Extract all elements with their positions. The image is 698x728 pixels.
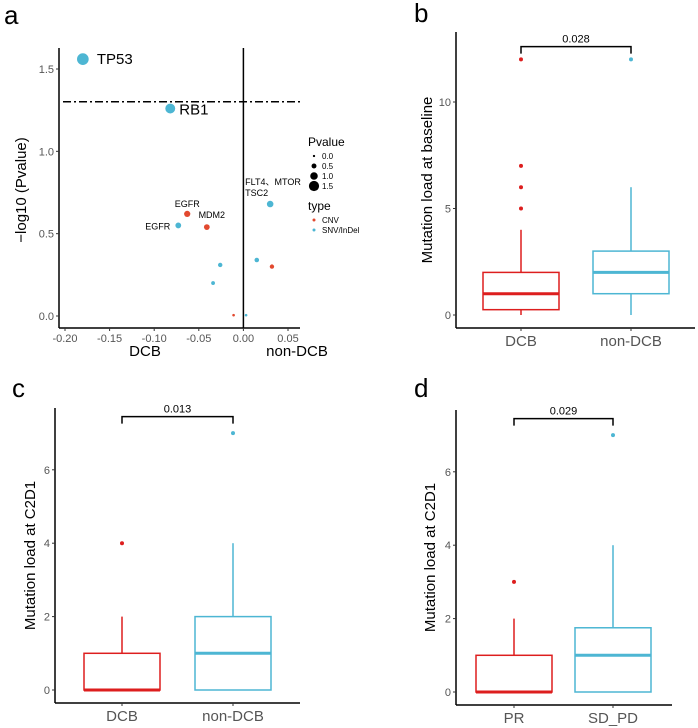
x-tick-label-a: -0.15 [97, 333, 122, 345]
y-tick-label-b: 0 [445, 310, 451, 322]
x-tick-label-a: -0.20 [52, 333, 77, 345]
data-point [77, 53, 89, 65]
point-label: TP53 [97, 51, 133, 68]
panel-label-b: b [414, 0, 428, 28]
y-tick-label-c: 4 [44, 538, 50, 550]
y-tick-label-d: 4 [445, 540, 451, 552]
outlier-point [519, 57, 523, 62]
data-point [203, 224, 210, 230]
panel-label-c: c [12, 373, 25, 403]
y-tick-label-d: 6 [445, 467, 451, 479]
y-tick-label-d: 0 [445, 687, 451, 699]
point-label: MDM2 [199, 210, 226, 220]
x-tick-label-d: SD_PD [588, 710, 638, 727]
y-tick-label-a: 0.0 [39, 311, 54, 323]
x-tick-label-b: DCB [505, 333, 537, 350]
y-tick-label-a: 0.5 [39, 229, 54, 241]
significance-bracket [513, 417, 614, 426]
data-point [244, 313, 248, 317]
significance-bracket [121, 415, 234, 424]
y-axis-title-b: Mutation load at baseline [419, 97, 436, 264]
legend-size-label: 0.5 [322, 162, 334, 171]
y-axis-title-d: Mutation load at C2D1 [422, 483, 439, 632]
outlier-point [629, 57, 633, 62]
y-axis-title-a: −log10 (Pvalue) [13, 137, 30, 242]
x-tick-label-c: non-DCB [202, 708, 264, 725]
p-value-label: 0.028 [562, 34, 590, 46]
data-point [232, 313, 235, 317]
legend-size-key [312, 154, 316, 158]
data-point [211, 281, 215, 285]
outlier-point [611, 433, 615, 438]
box-DCB [83, 652, 161, 691]
data-point [254, 257, 260, 263]
legend-size-label: 1.0 [322, 172, 334, 181]
point-label: EGFR [175, 199, 201, 209]
x-tick-label-a: 0.00 [233, 333, 254, 345]
x-tick-label-c: DCB [106, 708, 138, 725]
y-axis-title-c: Mutation load at C2D1 [22, 481, 39, 630]
data-point [175, 222, 182, 229]
x-tick-label-a: -0.05 [186, 333, 211, 345]
legend-size-title: Pvalue [308, 135, 345, 149]
point-label-line: FLT4、MTOR [245, 177, 301, 187]
point-label-line: TSC2 [245, 188, 268, 198]
data-point [184, 210, 191, 218]
outlier-point [519, 206, 523, 211]
legend-size-key [308, 180, 320, 192]
x-axis-title-left: DCB [129, 343, 161, 360]
legend-size-label: 0.0 [322, 152, 334, 161]
legend-color-label: CNV [322, 216, 340, 225]
x-axis-title-right: non-DCB [266, 343, 328, 360]
x-tick-label-b: non-DCB [600, 333, 662, 350]
point-label: RB1 [179, 102, 208, 119]
outlier-point [519, 185, 523, 190]
box-SD_PD [574, 627, 652, 693]
y-tick-label-d: 2 [445, 614, 451, 626]
legend-color-key [312, 218, 316, 222]
y-tick-label-b: 10 [439, 97, 451, 109]
y-tick-label-c: 6 [44, 465, 50, 477]
y-tick-label-c: 0 [44, 685, 50, 697]
point-label: FLT4、MTOR TSC2 [245, 177, 301, 198]
p-value-label: 0.013 [164, 404, 192, 416]
point-label: EGFR [145, 221, 171, 231]
legend-size-key [310, 172, 318, 180]
x-tick-label-a: -0.10 [142, 333, 167, 345]
legend-size-label: 1.5 [322, 182, 334, 191]
y-tick-label-a: 1.5 [39, 64, 54, 76]
data-point [266, 200, 274, 208]
data-point [218, 262, 223, 268]
legend-color-title: type [308, 199, 331, 213]
y-tick-label-a: 1.0 [39, 146, 54, 158]
box-DCB [482, 271, 560, 311]
p-value-label: 0.029 [550, 406, 578, 418]
y-tick-label-c: 2 [44, 612, 50, 624]
y-tick-label-b: 5 [445, 204, 451, 216]
outlier-point [231, 431, 235, 436]
data-point [269, 264, 275, 269]
significance-bracket [520, 45, 632, 54]
outlier-point [519, 163, 523, 168]
panel-label-a: a [4, 0, 19, 30]
box-PR [475, 654, 553, 693]
outlier-point [512, 579, 516, 584]
legend-color-key [312, 228, 316, 232]
legend-color-label: SNV/InDel [322, 226, 360, 235]
data-point [165, 103, 176, 114]
x-tick-label-d: PR [504, 710, 525, 727]
x-tick-label-a: 0.05 [277, 333, 298, 345]
legend-size-key [311, 163, 317, 169]
outlier-point [120, 541, 124, 546]
panel-label-d: d [414, 373, 428, 403]
